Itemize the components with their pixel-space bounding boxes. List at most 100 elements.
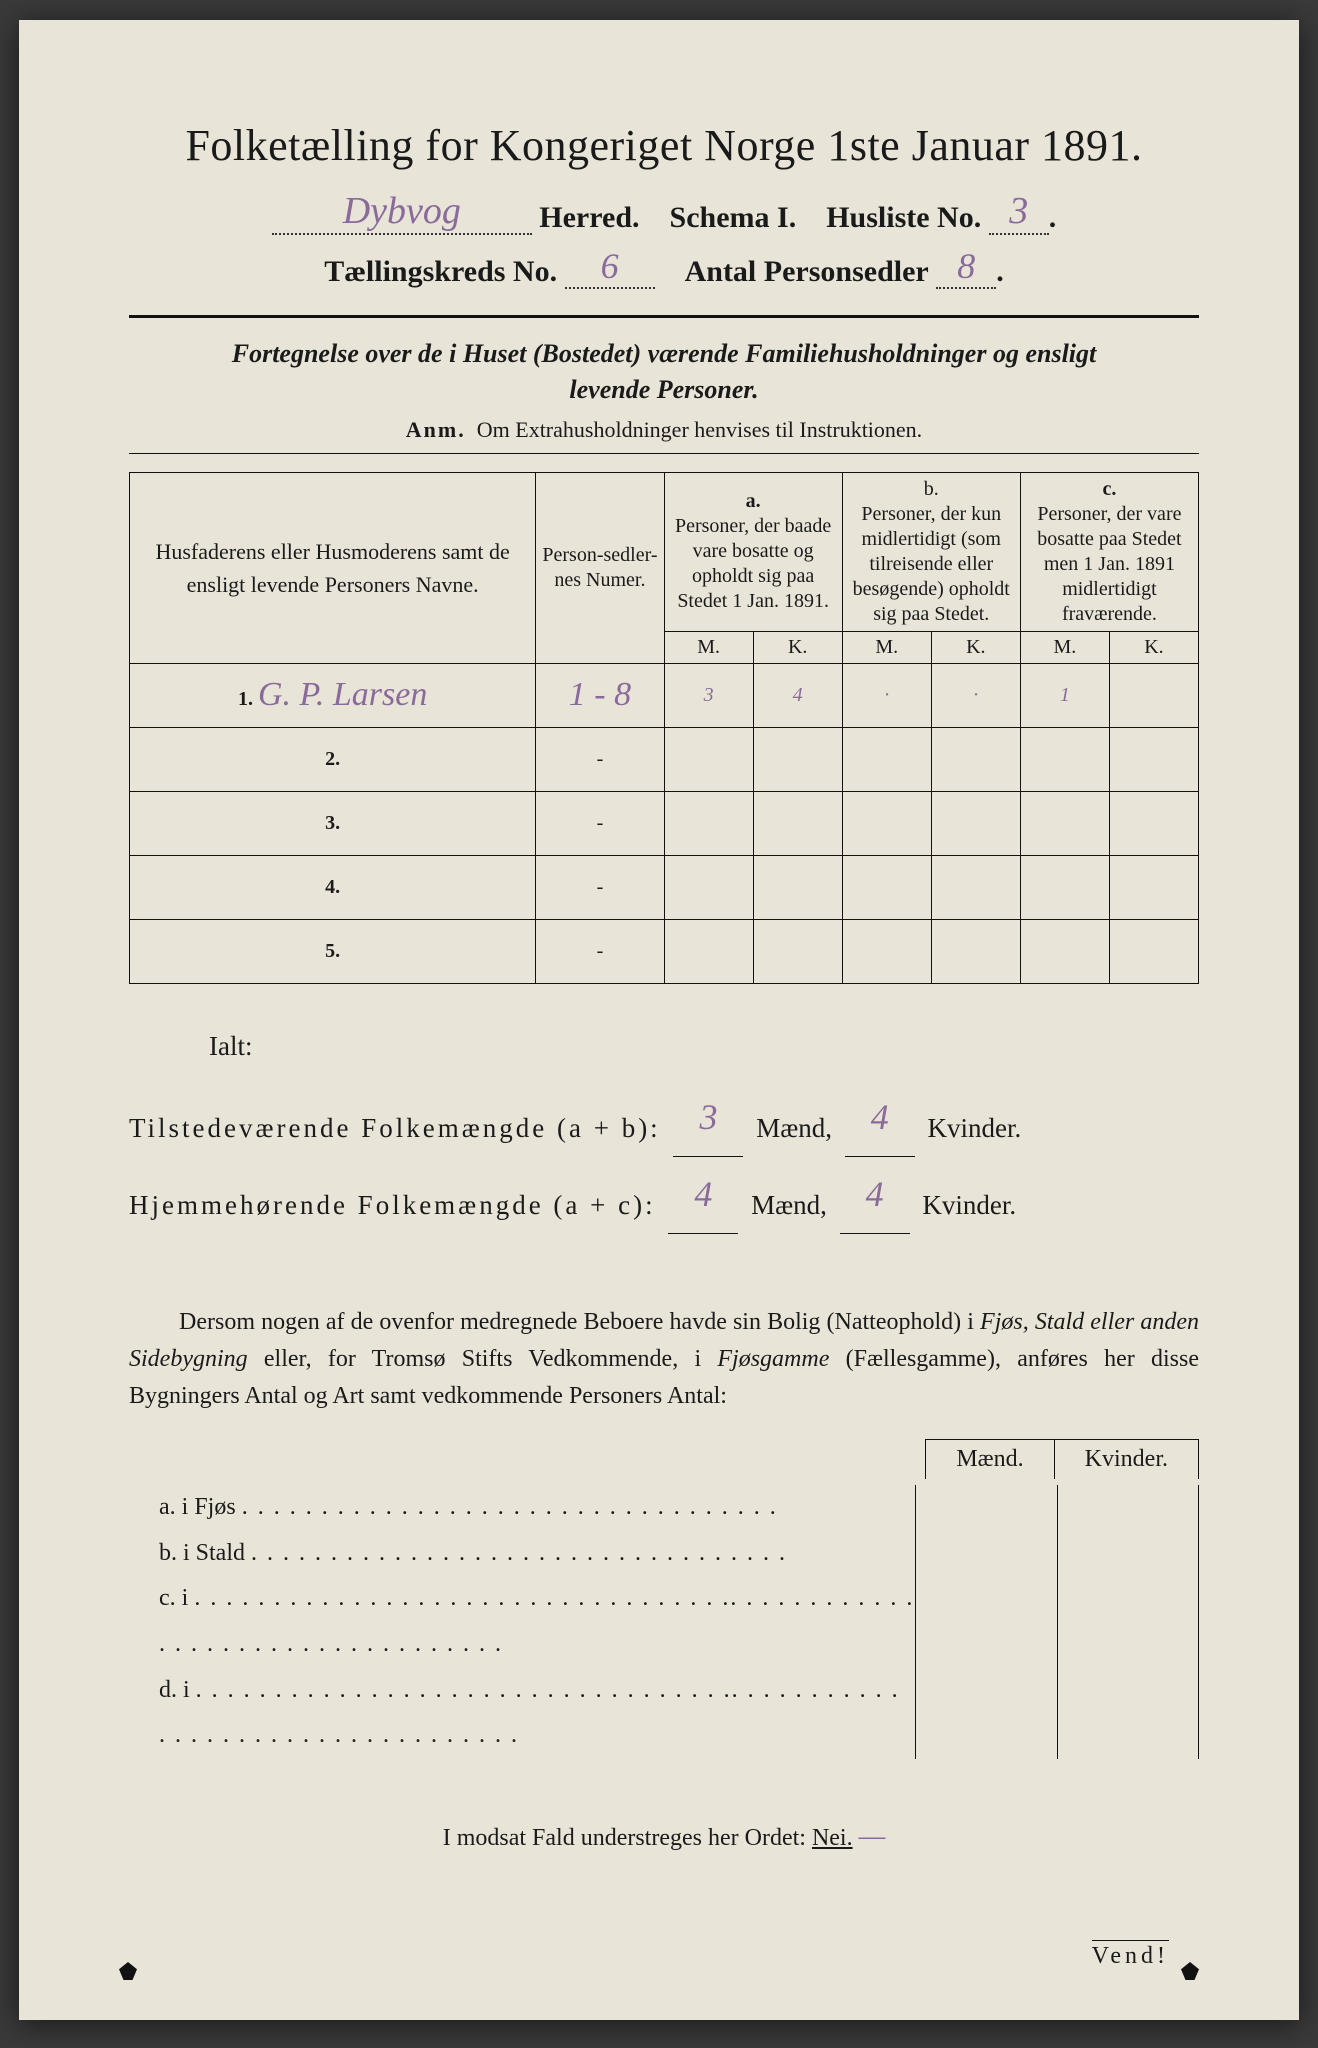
husliste-no: 3 [989,189,1049,235]
row-b-m [842,727,931,791]
row-num: - [536,855,664,919]
pin-icon [119,1962,137,1980]
mk-k: Kvinder. [1055,1439,1199,1479]
row-number: 2. [130,727,536,791]
row-num: - [536,791,664,855]
pin-icon [1181,1962,1199,1980]
schema-label: Schema I. [670,201,797,234]
row-c-m [1020,855,1109,919]
table-row: 1. G. P. Larsen1 - 834··1 [130,663,1199,727]
row-b-k [931,727,1020,791]
vend-label: Vend! [1092,1940,1169,1970]
page-title: Folketælling for Kongeriget Norge 1ste J… [129,120,1199,171]
table-row: 4. - [130,855,1199,919]
personsedler-no: 8 [936,245,996,289]
row-b-k [931,855,1020,919]
row-c-m [1020,727,1109,791]
row-a-m [664,727,753,791]
row-d: d. i . . . . . . . . . . . . . . . . . .… [129,1668,915,1759]
row-num: 1 - 8 [536,663,664,727]
tilstede-k: 4 [845,1080,915,1157]
col-name-header: Husfaderens eller Husmoderens samt de en… [130,472,536,663]
row-a: a. i Fjøs . . . . . . . . . . . . . . . … [129,1485,915,1531]
hjemme-label: Hjemmehørende Folkemængde (a + c): [129,1190,656,1220]
row-number: 1. G. P. Larsen [130,663,536,727]
row-c-k [1109,663,1198,727]
subtitle-line2: levende Personer. [569,375,758,404]
row-c-k [1109,919,1198,983]
b-k-label: K. [931,631,1020,663]
abcd-right [915,1485,1199,1759]
abcd-col-m [916,1485,1058,1759]
anm-line: Anm. Om Extrahusholdninger henvises til … [129,417,1199,443]
row-b-k: · [931,663,1020,727]
row-c-m: 1 [1020,663,1109,727]
herred-label: Herred. [539,201,639,234]
row-name: G. P. Larsen [258,676,427,713]
row-c: c. i . . . . . . . . . . . . . . . . . .… [129,1576,915,1667]
row-a-k [753,855,842,919]
hjemme-m: 4 [668,1157,738,1234]
anm-label: Anm. [406,417,466,442]
anm-text: Om Extrahusholdninger henvises til Instr… [477,417,922,442]
herred-value: Dybvog [272,189,532,235]
row-a-k [753,727,842,791]
group-c-header: c.Personer, der vare bosatte paa Stedet … [1020,472,1198,631]
row-a-k [753,791,842,855]
mk-m: Mænd. [925,1439,1054,1479]
header-line-kreds: Tællingskreds No. 6 Antal Personsedler 8… [129,245,1199,289]
row-a-k: 4 [753,663,842,727]
row-c-k [1109,791,1198,855]
tilstede-m: 3 [673,1080,743,1157]
abcd-left: a. i Fjøs . . . . . . . . . . . . . . . … [129,1485,915,1759]
kvinder-label-2: Kvinder. [922,1190,1016,1220]
a-k-label: K. [753,631,842,663]
row-a-k [753,919,842,983]
row-a-m: 3 [664,663,753,727]
row-b-m: · [842,663,931,727]
hjemme-k: 4 [840,1157,910,1234]
dwelling-paragraph: Dersom nogen af de ovenfor medregnede Be… [129,1304,1199,1416]
row-number: 4. [130,855,536,919]
table-row: 2. - [130,727,1199,791]
row-b-m [842,791,931,855]
maend-label-2: Mænd, [751,1190,827,1220]
kvinder-label: Kvinder. [927,1113,1021,1143]
row-c-m [1020,919,1109,983]
footer-line: I modsat Fald understreges her Ordet: Ne… [129,1819,1199,1853]
row-b-k [931,791,1020,855]
row-a-m [664,919,753,983]
kreds-label: Tællingskreds No. [324,255,557,288]
table-row: 3. - [130,791,1199,855]
row-c-k [1109,855,1198,919]
subtitle: Fortegnelse over de i Huset (Bostedet) v… [129,336,1199,409]
ialt-label: Ialt: [129,1018,1199,1075]
row-a-m [664,855,753,919]
footer-pre: I modsat Fald understreges her Ordet: [443,1825,812,1851]
col-num-header: Person-sedler-nes Numer. [536,472,664,663]
c-k-label: K. [1109,631,1198,663]
header-line-herred: Dybvog Herred. Schema I. Husliste No. 3. [129,189,1199,235]
row-a-m [664,791,753,855]
divider-thin [129,453,1199,454]
group-b-header: b.Personer, der kun midlertidigt (som ti… [842,472,1020,631]
row-b-m [842,855,931,919]
row-b-m [842,919,931,983]
footer-nei: Nei. [812,1825,853,1851]
row-number: 5. [130,919,536,983]
hjemme-row: Hjemmehørende Folkemængde (a + c): 4 Mæn… [129,1157,1199,1234]
subtitle-line1: Fortegnelse over de i Huset (Bostedet) v… [232,339,1097,368]
tilstede-label: Tilstedeværende Folkemængde (a + b): [129,1113,661,1143]
row-c-m [1020,791,1109,855]
census-form-page: Folketælling for Kongeriget Norge 1ste J… [19,20,1299,2020]
husliste-label: Husliste No. [826,201,981,234]
divider [129,315,1199,318]
a-m-label: M. [664,631,753,663]
group-a-header: a.Personer, der baade vare bosatte og op… [664,472,842,631]
c-m-label: M. [1020,631,1109,663]
row-number: 3. [130,791,536,855]
kreds-no: 6 [565,245,655,289]
totals-block: Ialt: Tilstedeværende Folkemængde (a + b… [129,1018,1199,1234]
b-m-label: M. [842,631,931,663]
row-num: - [536,727,664,791]
